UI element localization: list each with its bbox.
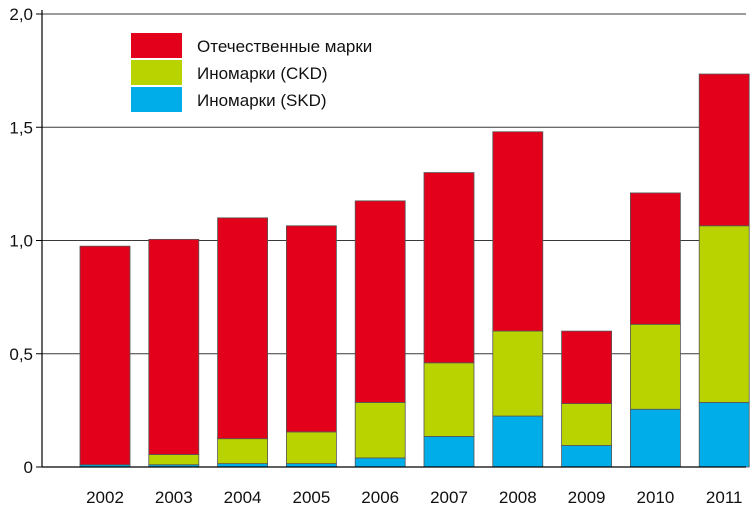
bar-segment: [354, 200, 406, 403]
x-tick-label: 2005: [292, 488, 330, 507]
bar-segment: [630, 323, 681, 410]
y-tick-label: 0: [24, 458, 33, 477]
legend-label: Иномарки (CKD): [197, 64, 328, 83]
bar-segment: [217, 438, 269, 465]
x-tick-label: 2006: [361, 488, 399, 507]
bar-segment: [354, 457, 406, 468]
y-tick-label: 1,0: [9, 232, 33, 251]
bar-segment: [698, 73, 750, 227]
x-tick-label: 2011: [706, 488, 743, 507]
x-tick-label: 2007: [430, 488, 468, 507]
x-tick-label: 2002: [86, 488, 124, 507]
legend-label: Отечественные марки: [197, 37, 372, 56]
x-tick-label: 2009: [568, 488, 606, 507]
bar-segment: [423, 172, 475, 364]
bar-segment: [492, 330, 544, 417]
bar-segment: [630, 408, 681, 468]
bar-segment: [630, 192, 681, 325]
bar-segment: [492, 415, 544, 468]
y-tick-label: 0,5: [9, 345, 33, 364]
bar-segment: [79, 245, 131, 466]
x-tick-label: 2010: [636, 488, 674, 507]
x-tick-labels: 2002 2003 2004 2005 2006 2007 2008 2009 2010 2011: [86, 488, 742, 507]
legend: Отечественные марки Иномарки (CKD) Иномарк…: [131, 33, 372, 112]
bar-segment: [148, 454, 200, 466]
bar-segment: [354, 402, 406, 459]
bar-segment: [698, 225, 750, 403]
bar-segment: [423, 362, 475, 437]
y-tick-labels: 0 0,5 1,0 1,5 2,0: [9, 5, 33, 477]
legend-swatch: [131, 87, 182, 112]
bar-segment: [698, 402, 750, 468]
x-tick-label: 2004: [224, 488, 262, 507]
y-tick-label: 1,5: [9, 118, 33, 137]
legend-label: Иномарки (SKD): [197, 91, 327, 110]
bar-segment: [561, 403, 612, 446]
bar-segment: [492, 131, 544, 332]
x-tick-label: 2003: [155, 488, 193, 507]
bar-segment: [285, 225, 337, 433]
bar-segment: [148, 238, 200, 455]
x-tick-label: 2008: [499, 488, 537, 507]
bar-segment: [285, 431, 337, 465]
bar-segment: [561, 445, 612, 468]
y-tick-label: 2,0: [9, 5, 33, 24]
legend-swatch: [131, 33, 182, 58]
legend-swatch: [131, 60, 182, 85]
bar-segment: [217, 217, 269, 440]
bar-segment: [561, 330, 612, 404]
bar-segment: [423, 436, 475, 468]
axes: [36, 10, 746, 468]
bars: [79, 73, 750, 468]
